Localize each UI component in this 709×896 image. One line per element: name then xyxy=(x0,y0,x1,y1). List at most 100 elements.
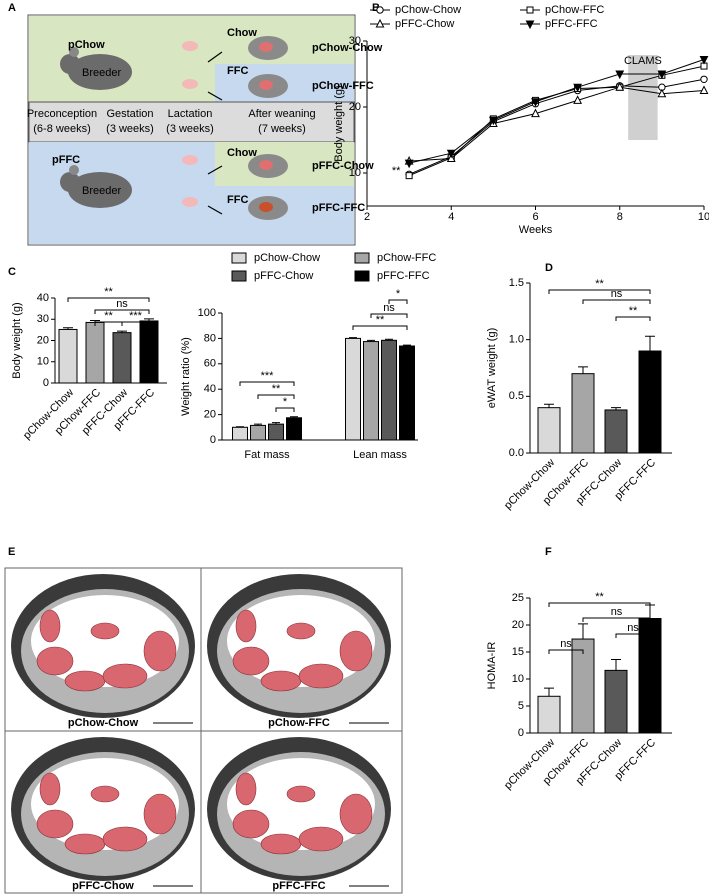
legend-swatch xyxy=(231,270,247,282)
legend-label: pChow-FFC xyxy=(545,4,604,16)
sig-label: ** xyxy=(104,310,113,322)
sig-label: ** xyxy=(595,591,604,603)
y-axis-title: Weight ratio (%) xyxy=(180,337,192,416)
panel-label: A xyxy=(8,2,16,14)
diet-label: FFC xyxy=(227,65,248,77)
bar xyxy=(85,321,105,384)
y-tick-label: 40 xyxy=(204,383,216,395)
bar xyxy=(571,638,595,734)
y-tick-label: 10 xyxy=(512,673,524,685)
y-tick-label: 0.5 xyxy=(509,390,524,402)
y-tick-label: 40 xyxy=(37,292,49,304)
sig-bracket xyxy=(548,649,584,654)
y-tick-label: 5 xyxy=(518,700,524,712)
bar xyxy=(58,328,78,384)
sig-bracket xyxy=(370,313,408,318)
fat-deposit xyxy=(64,833,106,855)
sig-bracket xyxy=(388,299,408,304)
sig-label: ** xyxy=(272,383,281,395)
marker xyxy=(573,83,583,93)
x-tick-label: Fat mass xyxy=(244,449,290,461)
y-tick-label: 30 xyxy=(37,313,49,325)
sig-label: * xyxy=(396,288,401,300)
diet-label: Chow xyxy=(227,27,257,39)
fat-deposit xyxy=(36,809,74,839)
fat-deposit xyxy=(143,630,177,672)
sig-label: ns xyxy=(560,638,572,650)
y-axis-title: eWAT weight (g) xyxy=(486,328,498,409)
legend-swatch xyxy=(354,252,370,264)
annotation: ** xyxy=(392,165,401,177)
panel-label: B xyxy=(372,2,380,14)
arrow xyxy=(207,51,223,215)
legend-marker xyxy=(525,20,535,30)
sig-label: *** xyxy=(261,370,275,382)
y-tick-label: 0 xyxy=(43,377,49,389)
legend-label: pFFC-FFC xyxy=(545,18,598,30)
legend-label: pFFC-Chow xyxy=(254,270,313,282)
sig-bracket xyxy=(582,617,651,622)
bar xyxy=(139,320,159,384)
fat-deposit xyxy=(39,609,61,643)
marker xyxy=(404,159,414,169)
legend-swatch xyxy=(231,252,247,264)
sig-label: ns xyxy=(383,302,395,314)
bar xyxy=(268,423,284,441)
shaded-region xyxy=(628,55,658,140)
bar xyxy=(232,426,248,441)
sig-label: ** xyxy=(376,314,385,326)
fat-deposit xyxy=(298,826,344,852)
y-tick-label: 20 xyxy=(349,101,361,113)
y-tick-label: 0.0 xyxy=(509,447,524,459)
image-label: pFFC-Chow xyxy=(72,880,134,892)
fat-deposit xyxy=(235,772,257,806)
marker xyxy=(405,172,413,180)
y-tick-label: 30 xyxy=(349,35,361,47)
y-tick-label: 80 xyxy=(204,332,216,344)
fat-deposit xyxy=(232,646,270,676)
panel-label: E xyxy=(8,546,15,558)
y-tick-label: 15 xyxy=(512,646,524,658)
y-tick-label: 10 xyxy=(37,356,49,368)
fat-deposit xyxy=(286,785,316,803)
bar xyxy=(399,345,415,441)
shaded-label: CLAMS xyxy=(624,55,662,67)
bar xyxy=(381,339,397,441)
x-tick-label: 6 xyxy=(532,211,538,223)
fat-deposit xyxy=(339,793,373,835)
image-label: pChow-Chow xyxy=(68,717,139,729)
y-tick-label: 0 xyxy=(518,727,524,739)
diagram-a xyxy=(27,14,356,246)
sig-label: ** xyxy=(104,286,113,298)
panel-label: C xyxy=(8,266,16,278)
fat-deposit xyxy=(298,663,344,689)
sig-bracket xyxy=(257,394,295,399)
marker xyxy=(531,108,540,118)
stage-duration: (3 weeks) xyxy=(106,123,154,135)
y-tick-label: 60 xyxy=(204,358,216,370)
diet-label: Chow xyxy=(227,147,257,159)
fat-deposit xyxy=(102,826,148,852)
y-axis-title: Body weight (g) xyxy=(333,85,345,161)
panel-label: D xyxy=(545,262,553,274)
fat-deposit xyxy=(90,622,120,640)
offspring-label: pChow-FFC xyxy=(312,80,374,92)
sig-label: ns xyxy=(116,298,128,310)
y-tick-label: 100 xyxy=(198,307,216,319)
marker xyxy=(657,88,667,98)
sig-bracket xyxy=(239,381,295,386)
legend-label: pChow-Chow xyxy=(395,4,461,16)
y-tick-label: 25 xyxy=(512,592,524,604)
image-panel xyxy=(4,567,403,894)
legend-label: pFFC-Chow xyxy=(395,18,454,30)
y-tick-label: 20 xyxy=(512,619,524,631)
y-axis-title: Body weight (g) xyxy=(11,302,23,378)
group-label: pChow xyxy=(68,39,105,51)
stage-label: Preconception xyxy=(27,108,97,120)
stage-label: After weaning xyxy=(248,108,315,120)
error-bar xyxy=(645,604,655,619)
error-bar xyxy=(645,335,655,351)
sig-bracket xyxy=(582,299,651,304)
fat-deposit xyxy=(39,772,61,806)
